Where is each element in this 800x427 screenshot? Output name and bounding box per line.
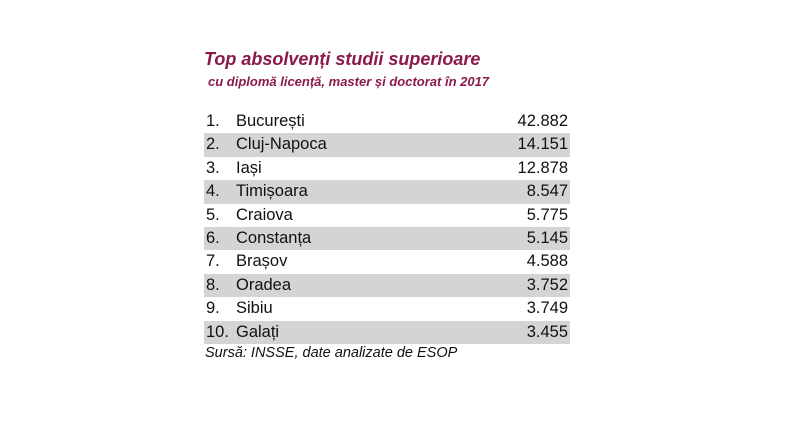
graduate-count: 8.547 xyxy=(447,180,570,204)
city-name: Timișoara xyxy=(234,180,448,204)
source-note: Sursă: INSSE, date analizate de ESOP xyxy=(205,345,458,361)
graduate-count: 3.752 xyxy=(447,273,570,298)
city-name: Brașov xyxy=(236,252,288,271)
rank-number: 5. xyxy=(206,205,220,224)
table-row: 10. Galați 3.455 xyxy=(204,320,570,345)
city-name: Cluj-Napoca xyxy=(234,133,448,157)
rank-number: 1. xyxy=(206,112,220,130)
rank-number: 4. xyxy=(204,180,234,204)
table-row: 7. Brașov 4.588 xyxy=(204,250,570,273)
graduate-count: 5.775 xyxy=(526,205,568,224)
city-name: Galați xyxy=(234,320,448,345)
table-row: 8. Oradea 3.752 xyxy=(204,273,570,298)
table-row: 3. Iași 12.878 xyxy=(204,157,570,180)
graduate-count: 42.882 xyxy=(517,112,568,130)
rank-number: 3. xyxy=(206,158,220,177)
table-row: 1. București 42.882 xyxy=(204,110,570,133)
table-row: 9. Sibiu 3.749 xyxy=(204,297,570,320)
table-row: 2. Cluj-Napoca 14.151 xyxy=(204,133,570,157)
graduate-count: 4.588 xyxy=(526,252,568,271)
rank-number: 6. xyxy=(204,227,234,251)
rank-number: 7. xyxy=(206,252,220,271)
ranking-table: 1. București 42.882 2. Cluj-Napoca 14.15… xyxy=(204,110,570,345)
table-row: 4. Timișoara 8.547 xyxy=(204,180,570,204)
graduate-count: 5.145 xyxy=(447,227,570,251)
city-name: București xyxy=(236,112,305,130)
table-subtitle: cu diplomă licență, master și doctorat î… xyxy=(208,74,490,89)
rank-number: 8. xyxy=(204,273,234,298)
rank-number: 9. xyxy=(206,299,220,318)
graduate-count: 3.749 xyxy=(526,299,568,318)
table-title: Top absolvenți studii superioare xyxy=(204,49,481,69)
city-name: Sibiu xyxy=(236,299,273,318)
city-name: Craiova xyxy=(236,205,293,224)
city-name: Oradea xyxy=(234,273,448,298)
rank-number: 10. xyxy=(204,320,234,345)
city-name: Iași xyxy=(236,158,262,177)
graduate-count: 3.455 xyxy=(447,320,570,345)
table-row: 5. Craiova 5.775 xyxy=(204,204,570,227)
graduate-count: 14.151 xyxy=(447,133,570,157)
city-name: Constanța xyxy=(234,227,448,251)
table-row: 6. Constanța 5.145 xyxy=(204,227,570,251)
rank-number: 2. xyxy=(204,133,234,157)
graduate-count: 12.878 xyxy=(517,158,568,177)
